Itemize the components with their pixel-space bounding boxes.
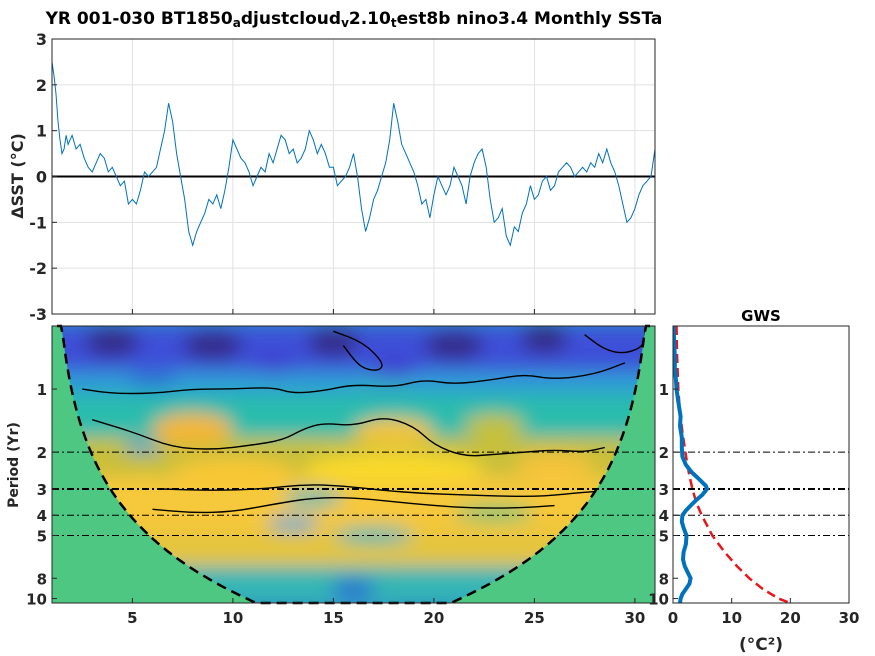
- title-subscript: t: [391, 16, 397, 30]
- title-segment: 2.10: [349, 9, 391, 29]
- gws-y-tick-label: 3: [659, 481, 669, 499]
- sst-y-ticks: -3 -2 -1 0 1 2 3: [29, 30, 57, 324]
- gws-plot-area: [673, 326, 849, 603]
- sst-y-tick-label: -1: [29, 213, 47, 232]
- gws-power-line: [673, 326, 710, 603]
- wavelet-x-tick-label: 30: [624, 609, 645, 627]
- wavelet-x-ticks: 5 10 15 20 25 30: [127, 598, 645, 627]
- cone-of-influence-line: [57, 324, 650, 605]
- wavelet-reference-period-lines: [52, 451, 655, 536]
- wavelet-power-spot: [251, 352, 296, 373]
- wavelet-x-tick-label: 20: [423, 609, 444, 627]
- wavelet-power-panel: 1 2 3 4 5 8 10 5 10 15 20 25 30 Period (Yr): [6, 324, 656, 627]
- wavelet-power-band: [52, 476, 650, 532]
- gws-reference-period-lines: [673, 451, 849, 536]
- wavelet-power-band: [52, 371, 650, 394]
- wavelet-contour-line: [333, 330, 383, 371]
- wavelet-x-tick-label: 15: [323, 609, 344, 627]
- wavelet-power-spot: [303, 452, 484, 485]
- gws-y-tick-label: 2: [659, 444, 669, 462]
- wavelet-x-tick-label: 10: [222, 609, 243, 627]
- sst-anomaly-line: [52, 61, 655, 248]
- sst-y-tick-label: 1: [36, 122, 47, 141]
- wavelet-power-spot: [128, 370, 177, 389]
- wavelet-y-tick-label: 4: [37, 507, 47, 525]
- wavelet-y-tick-label: 8: [37, 570, 47, 588]
- wavelet-x-tick-label: 5: [127, 609, 137, 627]
- wavelet-power-spot: [353, 380, 414, 399]
- gws-y-ticks: 1 2 3 4 5 8 10: [648, 381, 678, 609]
- gws-x-axis-label: (°C²): [739, 635, 783, 655]
- sst-y-tick-label: 2: [36, 76, 47, 95]
- gws-y-tick-label: 5: [659, 527, 669, 545]
- sst-y-tick-label: -3: [29, 305, 47, 324]
- wavelet-power-spot: [267, 516, 320, 531]
- wavelet-contours: [82, 329, 646, 514]
- wavelet-power-spot: [464, 413, 525, 438]
- wavelet-power-spot: [122, 441, 163, 454]
- wavelet-power-spot: [514, 452, 595, 477]
- sst-y-axis-label: ΔSST (°C): [8, 133, 27, 219]
- wavelet-power-spot: [283, 489, 344, 506]
- gws-x-ticks: 0 10 20 30: [668, 598, 860, 627]
- wavelet-y-tick-label: 3: [37, 481, 47, 499]
- sst-timeseries-panel: -3 -2 -1 0 1 2 3 ΔSST (°C): [8, 30, 656, 324]
- gws-axes-box: [672, 325, 850, 604]
- wavelet-power-spot: [424, 331, 484, 360]
- wavelet-power-spot: [307, 328, 360, 357]
- wavelet-power-spot: [172, 458, 293, 487]
- wavelet-y-tick-label: 1: [37, 381, 47, 399]
- wavelet-y-tick-label: 5: [37, 527, 47, 545]
- sst-y-tick-label: 0: [36, 168, 47, 187]
- title-subscript: v: [341, 16, 349, 30]
- gws-y-tick-label: 1: [659, 381, 669, 399]
- wavelet-x-tick-label: 25: [524, 609, 545, 627]
- gws-x-tick-label: 0: [668, 609, 678, 627]
- wavelet-power-spot: [84, 328, 141, 357]
- wavelet-y-axis-label: Period (Yr): [6, 422, 22, 508]
- wavelet-axes-box: [51, 325, 656, 604]
- sst-y-tick-label: -2: [29, 259, 47, 278]
- wavelet-power-spot: [520, 326, 569, 354]
- gws-x-tick-label: 10: [721, 609, 742, 627]
- gws-y-tick-label: 8: [659, 570, 669, 588]
- wavelet-y-ticks: 1 2 3 4 5 8 10: [26, 381, 57, 609]
- gws-x-tick-label: 30: [839, 609, 860, 627]
- title-segment: YR 001-030 BT1850: [45, 9, 233, 29]
- wavelet-y-tick-label: 2: [37, 444, 47, 462]
- wavelet-y-tick-label: 10: [26, 591, 47, 609]
- gws-title: GWS: [741, 307, 781, 325]
- title-subscript: a: [233, 16, 241, 30]
- figure-title: YR 001-030 BT1850adjustcloudv2.10test8b …: [45, 9, 663, 30]
- gws-y-tick-label: 10: [648, 591, 669, 609]
- wavelet-power-spot: [152, 412, 233, 445]
- wavelet-power-band: [52, 393, 650, 438]
- sst-y-tick-label: 3: [36, 30, 47, 49]
- title-segment: djustcloud: [241, 9, 341, 29]
- wavelet-power-spot: [353, 417, 434, 446]
- wavelet-contour-line: [91, 418, 605, 457]
- wavelet-contour-line: [152, 496, 555, 514]
- wavelet-power-spot: [182, 331, 243, 360]
- wavelet-contour-line: [584, 329, 646, 354]
- title-segment: est8b nino3.4 Monthly SSTa: [397, 9, 663, 29]
- wavelet-power-spot: [331, 578, 376, 599]
- sst-x-ticks: [131, 309, 636, 314]
- wavelet-contour-line: [82, 362, 626, 395]
- wavelet-power-spot: [454, 504, 535, 521]
- wavelet-power-spot: [367, 356, 420, 377]
- gws-x-tick-label: 20: [780, 609, 801, 627]
- gws-y-tick-label: 4: [659, 507, 669, 525]
